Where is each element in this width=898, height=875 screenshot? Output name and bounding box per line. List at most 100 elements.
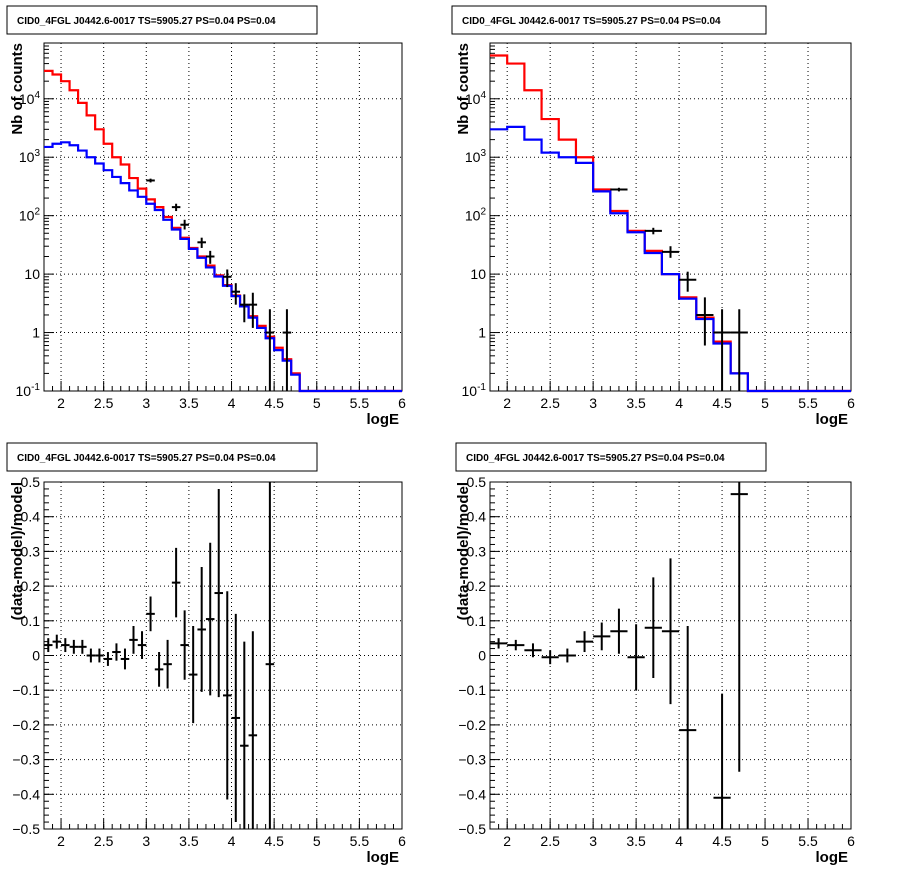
x-tick-label: 5.5 bbox=[350, 395, 370, 411]
x-tick-label: 2 bbox=[503, 395, 511, 411]
chart-title: CID0_4FGL J0442.6-0017 TS=5905.27 PS=0.0… bbox=[17, 453, 276, 464]
y-tick-label: 0.4 bbox=[467, 509, 487, 525]
x-tick-label: 5 bbox=[761, 833, 769, 849]
y-axis-label: Nb of counts bbox=[9, 43, 26, 135]
y-axis-label: (data-model)/model bbox=[455, 482, 472, 620]
x-tick-label: 5.5 bbox=[798, 833, 818, 849]
x-tick-label: 2.5 bbox=[540, 833, 560, 849]
y-tick-exponent: 3 bbox=[34, 148, 40, 159]
y-axis-label: Nb of counts bbox=[455, 43, 472, 135]
y-tick-label: 1 bbox=[32, 325, 40, 341]
y-tick-exponent: 4 bbox=[480, 90, 486, 101]
chart-title: CID0_4FGL J0442.6-0017 TS=5905.27 PS=0.0… bbox=[462, 16, 721, 27]
x-tick-label: 6 bbox=[847, 395, 855, 411]
y-tick-label: 0 bbox=[32, 648, 40, 664]
x-axis-label: logE bbox=[367, 849, 400, 866]
y-tick-label: −0.3 bbox=[12, 752, 40, 768]
x-tick-label: 5.5 bbox=[798, 395, 818, 411]
x-tick-label: 3.5 bbox=[179, 395, 199, 411]
y-tick-label: 0.1 bbox=[21, 613, 41, 629]
x-tick-label: 3 bbox=[142, 833, 150, 849]
y-tick-label: 0.3 bbox=[467, 543, 487, 559]
y-tick-label: 0.2 bbox=[21, 578, 41, 594]
y-tick-label: −0.2 bbox=[12, 717, 40, 733]
x-tick-label: 3 bbox=[142, 395, 150, 411]
x-tick-label: 5 bbox=[313, 395, 321, 411]
y-tick-label: −0.4 bbox=[458, 786, 486, 802]
x-tick-label: 3.5 bbox=[626, 833, 646, 849]
y-tick-exponent: 3 bbox=[480, 148, 486, 159]
x-tick-label: 2 bbox=[57, 395, 65, 411]
y-tick-label: −0.1 bbox=[458, 682, 486, 698]
y-tick-label: 0.4 bbox=[21, 509, 41, 525]
x-axis-label: logE bbox=[367, 411, 400, 428]
y-tick-label: 102 bbox=[465, 207, 487, 224]
y-tick-label: −0.5 bbox=[12, 821, 40, 837]
y-tick-label: −0.3 bbox=[458, 752, 486, 768]
chart-title-box bbox=[6, 5, 318, 35]
x-tick-label: 4.5 bbox=[712, 833, 732, 849]
y-tick-label: −0.4 bbox=[12, 786, 40, 802]
x-tick-label: 4 bbox=[675, 395, 683, 411]
model-total-histogram bbox=[44, 69, 402, 393]
chart-title-box bbox=[451, 5, 767, 35]
plot-frame bbox=[43, 42, 403, 392]
chart-title-box bbox=[455, 442, 767, 472]
model-component-histogram bbox=[490, 125, 851, 393]
x-tick-label: 4 bbox=[228, 395, 236, 411]
y-tick-label: 10 bbox=[470, 266, 486, 282]
plot-frame bbox=[489, 42, 852, 392]
y-tick-exponent: -1 bbox=[31, 382, 40, 393]
y-tick-label: 0 bbox=[478, 648, 486, 664]
y-tick-label: 0.1 bbox=[467, 613, 487, 629]
y-tick-label: 103 bbox=[465, 148, 487, 165]
plot-frame bbox=[489, 481, 852, 830]
x-axis-label: logE bbox=[816, 849, 849, 866]
chart-panel-2: CID0_4FGL J0442.6-0017 TS=5905.27 PS=0.0… bbox=[451, 5, 855, 428]
x-tick-label: 4 bbox=[675, 833, 683, 849]
x-tick-label: 5.5 bbox=[350, 833, 370, 849]
y-tick-label: 10-1 bbox=[462, 382, 487, 399]
x-axis-label: logE bbox=[816, 411, 849, 428]
x-tick-label: 2.5 bbox=[94, 833, 114, 849]
y-axis-label: (data-model)/model bbox=[9, 482, 26, 620]
chart-panel-1: CID0_4FGL J0442.6-0017 TS=5905.27 PS=0.0… bbox=[6, 5, 406, 428]
x-tick-label: 5 bbox=[313, 833, 321, 849]
x-tick-label: 4.5 bbox=[264, 395, 284, 411]
y-tick-label: −0.2 bbox=[458, 717, 486, 733]
y-tick-label: 0.5 bbox=[467, 474, 487, 490]
y-tick-label: −0.1 bbox=[12, 682, 40, 698]
chart-title: CID0_4FGL J0442.6-0017 TS=5905.27 PS=0.0… bbox=[466, 453, 725, 464]
x-tick-label: 4 bbox=[228, 833, 236, 849]
y-tick-exponent: 2 bbox=[480, 207, 486, 218]
x-tick-label: 5 bbox=[761, 395, 769, 411]
y-tick-label: 10-1 bbox=[16, 382, 41, 399]
y-tick-label: −0.5 bbox=[458, 821, 486, 837]
x-tick-label: 2 bbox=[57, 833, 65, 849]
chart-title: CID0_4FGL J0442.6-0017 TS=5905.27 PS=0.0… bbox=[17, 16, 276, 27]
y-tick-label: 0.5 bbox=[21, 474, 41, 490]
x-tick-label: 3 bbox=[589, 395, 597, 411]
x-tick-label: 4.5 bbox=[712, 395, 732, 411]
x-tick-label: 4.5 bbox=[264, 833, 284, 849]
model-total-histogram bbox=[490, 54, 851, 393]
x-tick-label: 3.5 bbox=[626, 395, 646, 411]
x-tick-label: 6 bbox=[398, 395, 406, 411]
y-tick-label: 103 bbox=[19, 148, 41, 165]
y-tick-exponent: -1 bbox=[477, 382, 486, 393]
model-component-histogram bbox=[44, 141, 402, 393]
x-tick-label: 6 bbox=[847, 833, 855, 849]
y-tick-label: 10 bbox=[24, 266, 40, 282]
chart-panel-3: CID0_4FGL J0442.6-0017 TS=5905.27 PS=0.0… bbox=[6, 442, 406, 866]
chart-panel-4: CID0_4FGL J0442.6-0017 TS=5905.27 PS=0.0… bbox=[455, 442, 855, 866]
x-tick-label: 3.5 bbox=[179, 833, 199, 849]
x-tick-label: 2.5 bbox=[540, 395, 560, 411]
x-tick-label: 6 bbox=[398, 833, 406, 849]
x-tick-label: 3 bbox=[589, 833, 597, 849]
y-tick-label: 0.3 bbox=[21, 543, 41, 559]
chart-title-box bbox=[6, 442, 318, 472]
y-tick-label: 0.2 bbox=[467, 578, 487, 594]
x-tick-label: 2.5 bbox=[94, 395, 114, 411]
x-tick-label: 2 bbox=[503, 833, 511, 849]
